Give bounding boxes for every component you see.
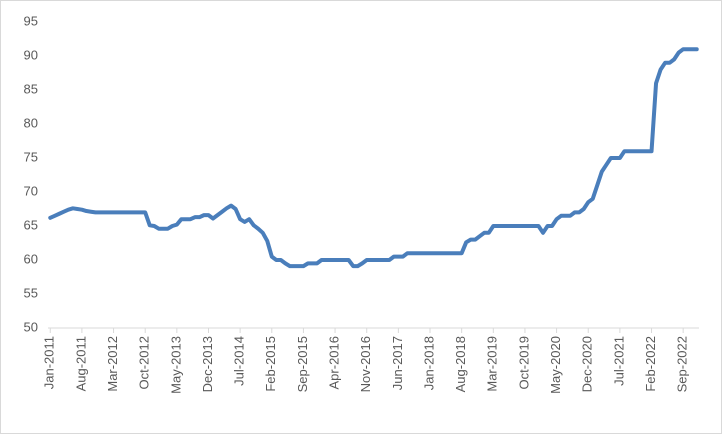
x-tick-label: Mar-2012 [105, 336, 120, 392]
x-tick-label: Jul-2021 [611, 336, 626, 386]
y-tick-label: 90 [24, 47, 38, 62]
x-tick-label: Feb-2022 [643, 336, 658, 392]
y-tick-label: 80 [24, 115, 38, 130]
x-tick-label: Jan-2018 [421, 336, 436, 390]
x-tick-label: Feb-2015 [263, 336, 278, 392]
y-tick-label: 55 [24, 285, 38, 300]
x-tick-label: Jun-2017 [390, 336, 405, 390]
x-tick-label: Apr-2016 [327, 336, 342, 389]
x-tick-label: May-2020 [548, 336, 563, 394]
x-tick-label: Jul-2014 [232, 336, 247, 386]
x-tick-label: Aug-2018 [453, 336, 468, 392]
data-line [48, 47, 699, 269]
x-tick-label: Sep-2015 [295, 336, 310, 392]
x-tick-label: Nov-2016 [358, 336, 373, 392]
x-tick-label: Sep-2022 [675, 336, 690, 392]
x-tick-label: Jan-2011 [42, 336, 57, 389]
x-tick-label: Oct-2012 [137, 336, 152, 389]
y-tick-label: 60 [24, 251, 38, 266]
y-tick-label: 50 [24, 319, 38, 334]
x-tick-label: Mar-2019 [485, 336, 500, 392]
y-tick-label: 65 [24, 217, 38, 232]
x-tick-label: Oct-2019 [516, 336, 531, 389]
y-tick-label: 75 [24, 149, 38, 164]
x-tick-label: Dec-2020 [580, 336, 595, 392]
x-tick-label: May-2013 [168, 336, 183, 394]
y-tick-label: 70 [24, 183, 38, 198]
y-tick-label: 85 [24, 81, 38, 96]
y-tick-label: 95 [24, 13, 38, 28]
x-tick-label: Dec-2013 [200, 336, 215, 392]
x-tick-label: Aug-2011 [73, 336, 88, 391]
